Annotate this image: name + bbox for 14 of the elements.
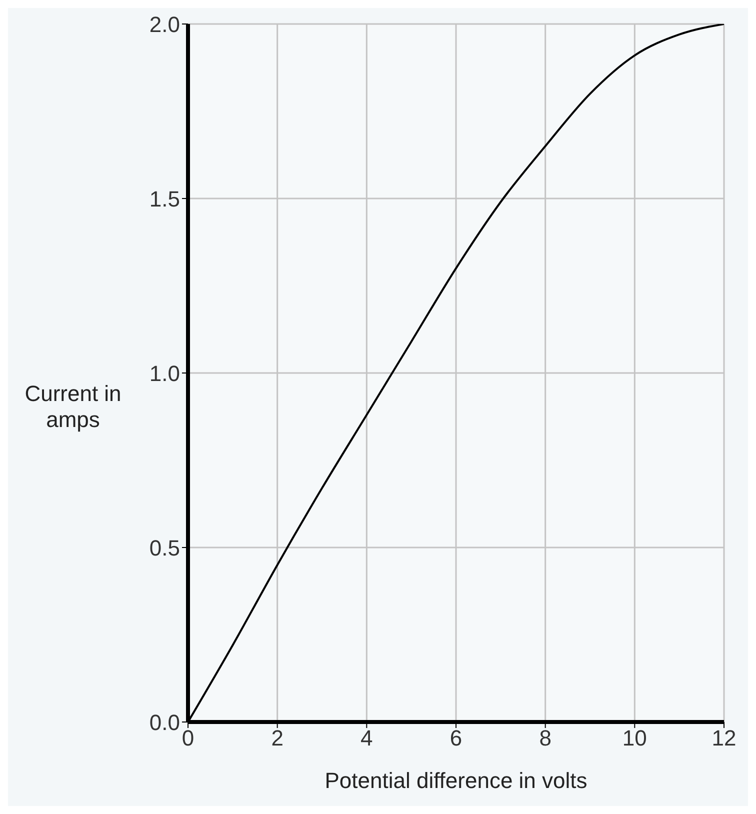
x-tick-label: 6: [450, 726, 462, 751]
y-axis-title: Current in amps: [24, 381, 122, 433]
x-tick-label: 2: [271, 726, 284, 751]
x-tick-label: 12: [712, 726, 736, 751]
x-tick-label: 0: [182, 726, 194, 751]
y-tick-label: 1.0: [149, 360, 180, 386]
x-tick-label: 4: [360, 726, 373, 751]
y-tick-label: 0.0: [149, 710, 180, 735]
y-tick-label: 2.0: [149, 12, 180, 37]
x-axis-title: Potential difference in volts: [324, 768, 588, 793]
y-tick-label: 0.5: [149, 535, 180, 560]
x-tick-label: 8: [539, 726, 552, 751]
x-tick-label: 10: [622, 726, 647, 751]
y-tick-label: 1.5: [149, 186, 180, 212]
